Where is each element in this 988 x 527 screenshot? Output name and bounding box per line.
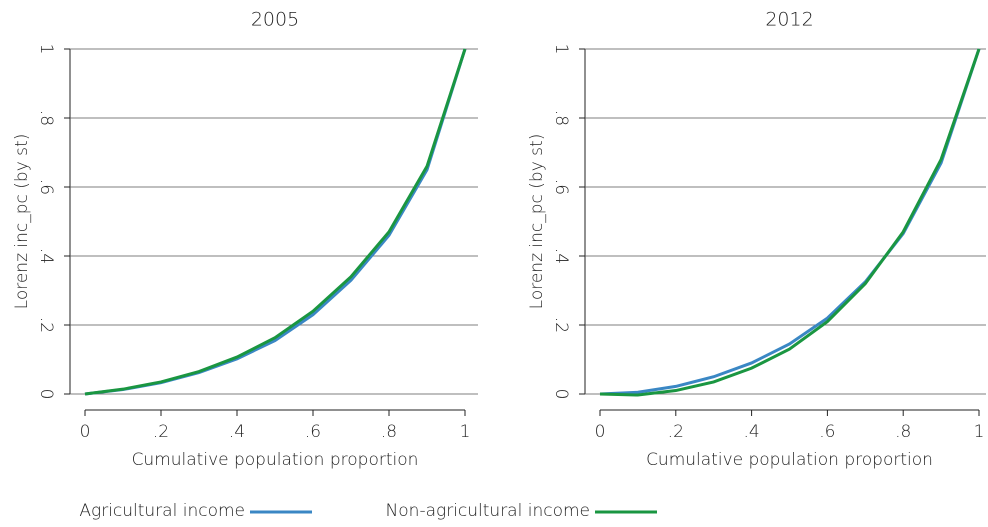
x-tick-label: 1	[460, 422, 471, 442]
y-tick-label: .4	[36, 248, 56, 264]
y-tick-label: .2	[36, 317, 56, 333]
x-tick-label: .6	[305, 422, 321, 442]
x-tick-label: .4	[229, 422, 245, 442]
x-axis-label: Cumulative population proportion	[132, 450, 419, 470]
series-line	[84, 48, 467, 396]
y-tick-label: .4	[551, 248, 571, 264]
series-line	[599, 48, 981, 397]
x-tick-label: 1	[974, 422, 985, 442]
y-tick-label: 1	[551, 44, 571, 55]
y-tick-label: .6	[551, 179, 571, 195]
legend-label: Non-agricultural income	[386, 501, 590, 521]
chart-title: 2012	[765, 9, 813, 31]
x-tick-label: 0	[595, 422, 606, 442]
x-tick-label: .8	[895, 422, 911, 442]
series-line	[599, 48, 981, 396]
x-tick-label: .4	[743, 422, 759, 442]
series-line	[84, 48, 467, 396]
x-tick-label: .2	[668, 422, 684, 442]
y-tick-label: .8	[36, 110, 56, 126]
y-axis-label: Lorenz inc_pc (by st)	[527, 134, 547, 310]
x-tick-label: 0	[80, 422, 91, 442]
y-axis-label: Lorenz inc_pc (by st)	[12, 134, 32, 310]
y-tick-label: 1	[36, 44, 56, 55]
legend-label: Agricultural income	[79, 501, 245, 521]
y-tick-label: .8	[551, 110, 571, 126]
y-tick-label: 0	[551, 389, 571, 400]
y-tick-label: .6	[36, 179, 56, 195]
x-axis-label: Cumulative population proportion	[646, 450, 933, 470]
y-tick-label: 0	[36, 389, 56, 400]
x-tick-label: .2	[153, 422, 169, 442]
y-tick-label: .2	[551, 317, 571, 333]
chart-title: 2005	[251, 9, 299, 31]
x-tick-label: .6	[819, 422, 835, 442]
x-tick-label: .8	[381, 422, 397, 442]
